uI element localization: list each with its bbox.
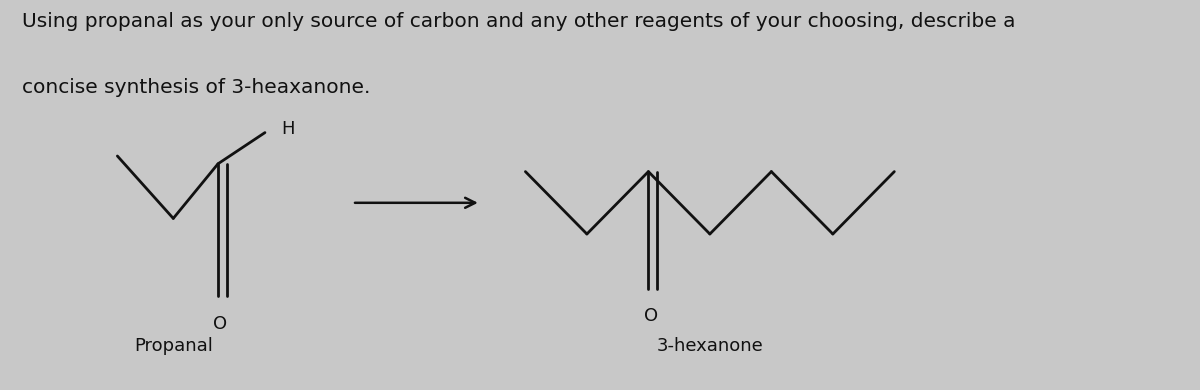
Text: 3-hexanone: 3-hexanone bbox=[656, 337, 763, 355]
Text: concise synthesis of 3-heaxanone.: concise synthesis of 3-heaxanone. bbox=[23, 78, 371, 97]
Text: O: O bbox=[643, 307, 658, 325]
Text: Propanal: Propanal bbox=[134, 337, 212, 355]
Text: Using propanal as your only source of carbon and any other reagents of your choo: Using propanal as your only source of ca… bbox=[23, 12, 1016, 31]
Text: H: H bbox=[282, 120, 295, 138]
Text: O: O bbox=[214, 315, 227, 333]
